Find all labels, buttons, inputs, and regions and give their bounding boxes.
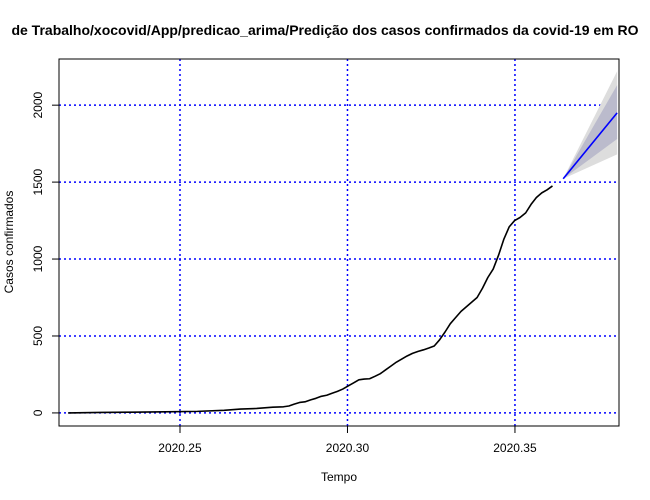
series-lines xyxy=(68,112,618,414)
x-axis-label: Tempo xyxy=(321,470,357,484)
x-tick-label-2: 2020.35 xyxy=(493,441,537,455)
chart-title: de Trabalho/xocovid/App/predicao_arima/P… xyxy=(11,22,638,38)
y-tick-label-0: 0 xyxy=(31,409,45,416)
y-tick-label-1: 500 xyxy=(31,326,45,346)
x-tick-label-1: 2020.30 xyxy=(326,441,370,455)
series-line-1 xyxy=(562,112,618,180)
grid-lines xyxy=(59,59,619,426)
x-axis: 2020.25 2020.30 2020.35 xyxy=(158,425,537,455)
forecast-bands xyxy=(563,71,618,179)
plot-frame xyxy=(58,58,620,427)
forecast-band-inner xyxy=(563,85,618,179)
y-tick-label-3: 1500 xyxy=(31,168,45,195)
series-line-0 xyxy=(68,185,553,414)
x-tick-label-0: 2020.25 xyxy=(158,441,202,455)
y-tick-label-4: 2000 xyxy=(31,91,45,118)
y-axis-label: Casos confirmados xyxy=(2,191,16,294)
y-axis: 0 500 1000 1500 2000 xyxy=(31,91,60,416)
forecast-band-outer xyxy=(563,71,618,179)
y-tick-label-2: 1000 xyxy=(31,245,45,272)
